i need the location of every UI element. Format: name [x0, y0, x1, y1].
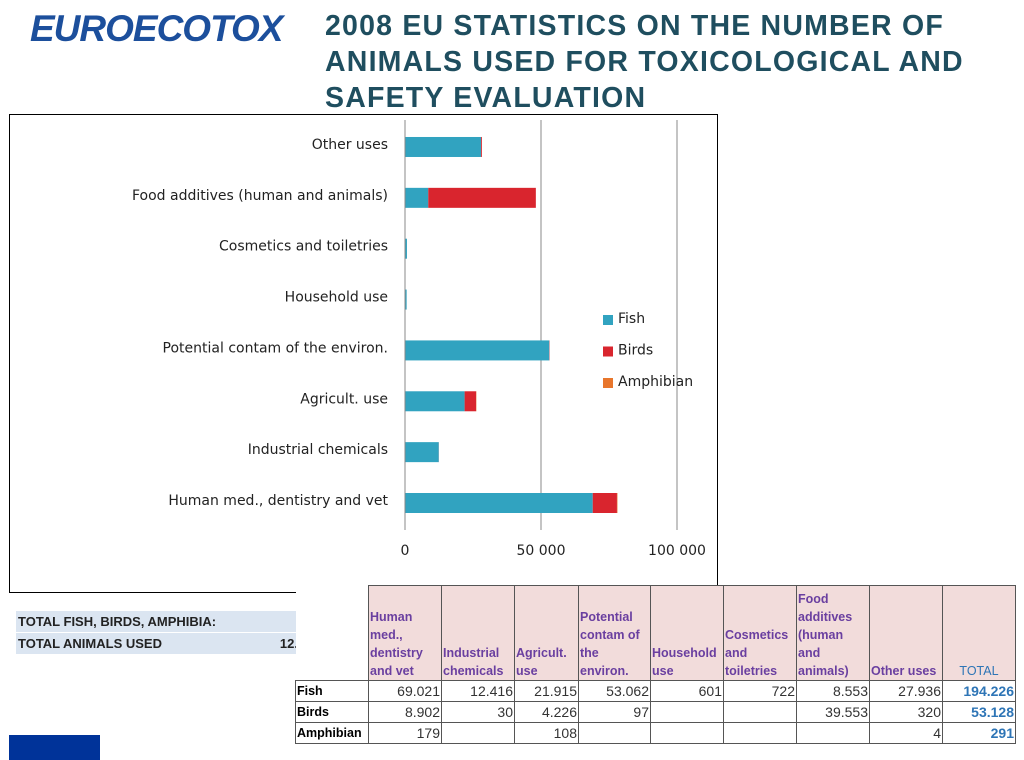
- chart: 0 50 000 100 000 Human med., dentistry and …: [9, 114, 718, 593]
- table-cell: 39.553: [796, 701, 870, 723]
- table-cell: 53.062: [578, 680, 651, 702]
- table-header-cell: Potential contam of the environ.: [578, 585, 651, 681]
- table-cell: 8.553: [796, 680, 870, 702]
- bar: [405, 289, 407, 310]
- row-label: Birds: [295, 701, 369, 723]
- slide-title: 2008 EU STATISTICS ON THE NUMBER OF ANIM…: [325, 10, 964, 114]
- legend-swatch: [603, 378, 613, 388]
- table-cell: 21.915: [514, 680, 579, 702]
- eu-flag: [9, 735, 100, 760]
- bar: [405, 442, 439, 463]
- table-cell: 601: [650, 680, 724, 702]
- table-cell: [578, 722, 651, 744]
- table-cell: 722: [723, 680, 797, 702]
- table-header-cell: TOTAL: [942, 585, 1016, 681]
- table-cell: 12.416: [441, 680, 515, 702]
- bar: [405, 493, 593, 513]
- table-header-cell: Other uses: [869, 585, 943, 681]
- table-cell: 4.226: [514, 701, 579, 723]
- y-tick-label: Household use: [285, 290, 388, 306]
- table-cell: 291: [942, 722, 1016, 744]
- table-cell: 27.936: [869, 680, 943, 702]
- table-cell: [723, 701, 797, 723]
- bar: [405, 238, 407, 259]
- table-header-cell: Agricult. use: [514, 585, 579, 681]
- x-tick-label: 0: [401, 543, 410, 559]
- bar: [464, 391, 477, 412]
- table-cell: 179: [368, 722, 442, 744]
- table-cell: 320: [869, 701, 943, 723]
- legend-label: Birds: [618, 343, 653, 359]
- table-header-row: Human med., dentistry and vet Industrial …: [295, 585, 1016, 681]
- table-cell: [723, 722, 797, 744]
- table-cell: 30: [441, 701, 515, 723]
- table-corner: [295, 585, 369, 681]
- bar: [405, 391, 465, 412]
- y-tick-label: Human med., dentistry and vet: [168, 493, 388, 509]
- table-header-cell: Household use: [650, 585, 724, 681]
- legend-swatch: [603, 315, 613, 325]
- totals-label: TOTAL FISH, BIRDS, AMPHIBIA:: [18, 614, 217, 629]
- x-tick-label: 50 000: [517, 543, 566, 559]
- table-cell: 4: [869, 722, 943, 744]
- logo: EUROECOTOX: [30, 8, 283, 49]
- totals-label: TOTAL ANIMALS USED: [18, 636, 162, 651]
- table-row: Amphibian 179 108 4 291: [295, 722, 1016, 744]
- y-tick-label: Agricult. use: [300, 391, 388, 407]
- table-cell: 69.021: [368, 680, 442, 702]
- bar: [405, 136, 481, 157]
- table-row: Fish 69.021 12.416 21.915 53.062 601 722 8.553 2…: [295, 680, 1016, 702]
- table-cell: 53.128: [942, 701, 1016, 723]
- table-cell: [650, 722, 724, 744]
- table-cell: [650, 701, 724, 723]
- row-label: Fish: [295, 680, 369, 702]
- table-cell: 97: [578, 701, 651, 723]
- bar: [480, 136, 482, 157]
- table-header-cell: Industrial chemicals: [441, 585, 515, 681]
- bar: [405, 340, 550, 361]
- table-cell: 8.902: [368, 701, 442, 723]
- table-cell: 194.226: [942, 680, 1016, 702]
- data-table: Human med., dentistry and vet Industrial …: [295, 585, 1016, 744]
- table-header-cell: Human med., dentistry and vet: [368, 585, 442, 681]
- bar: [405, 187, 429, 208]
- y-tick-label: Cosmetics and toiletries: [219, 239, 388, 255]
- y-tick-label: Other uses: [312, 137, 388, 153]
- legend-label: Fish: [618, 311, 645, 327]
- table-header-cell: Cosmetics and toiletries: [723, 585, 797, 681]
- bar: [592, 493, 617, 513]
- table-cell: 108: [514, 722, 579, 744]
- y-tick-label: Potential contam of the environ.: [163, 340, 388, 356]
- legend-swatch: [603, 346, 613, 357]
- bar: [428, 187, 536, 208]
- y-tick-label: Food additives (human and animals): [132, 188, 388, 204]
- table-cell: [441, 722, 515, 744]
- table-header-cell: Food additives (human and animals): [796, 585, 870, 681]
- legend-label: Amphibian: [618, 374, 693, 390]
- table-cell: [796, 722, 870, 744]
- table-row: Birds 8.902 30 4.226 97 39.553 320 53.128: [295, 701, 1016, 723]
- y-tick-label: Industrial chemicals: [248, 442, 388, 458]
- row-label: Amphibian: [295, 722, 369, 744]
- x-tick-label: 100 000: [648, 543, 706, 559]
